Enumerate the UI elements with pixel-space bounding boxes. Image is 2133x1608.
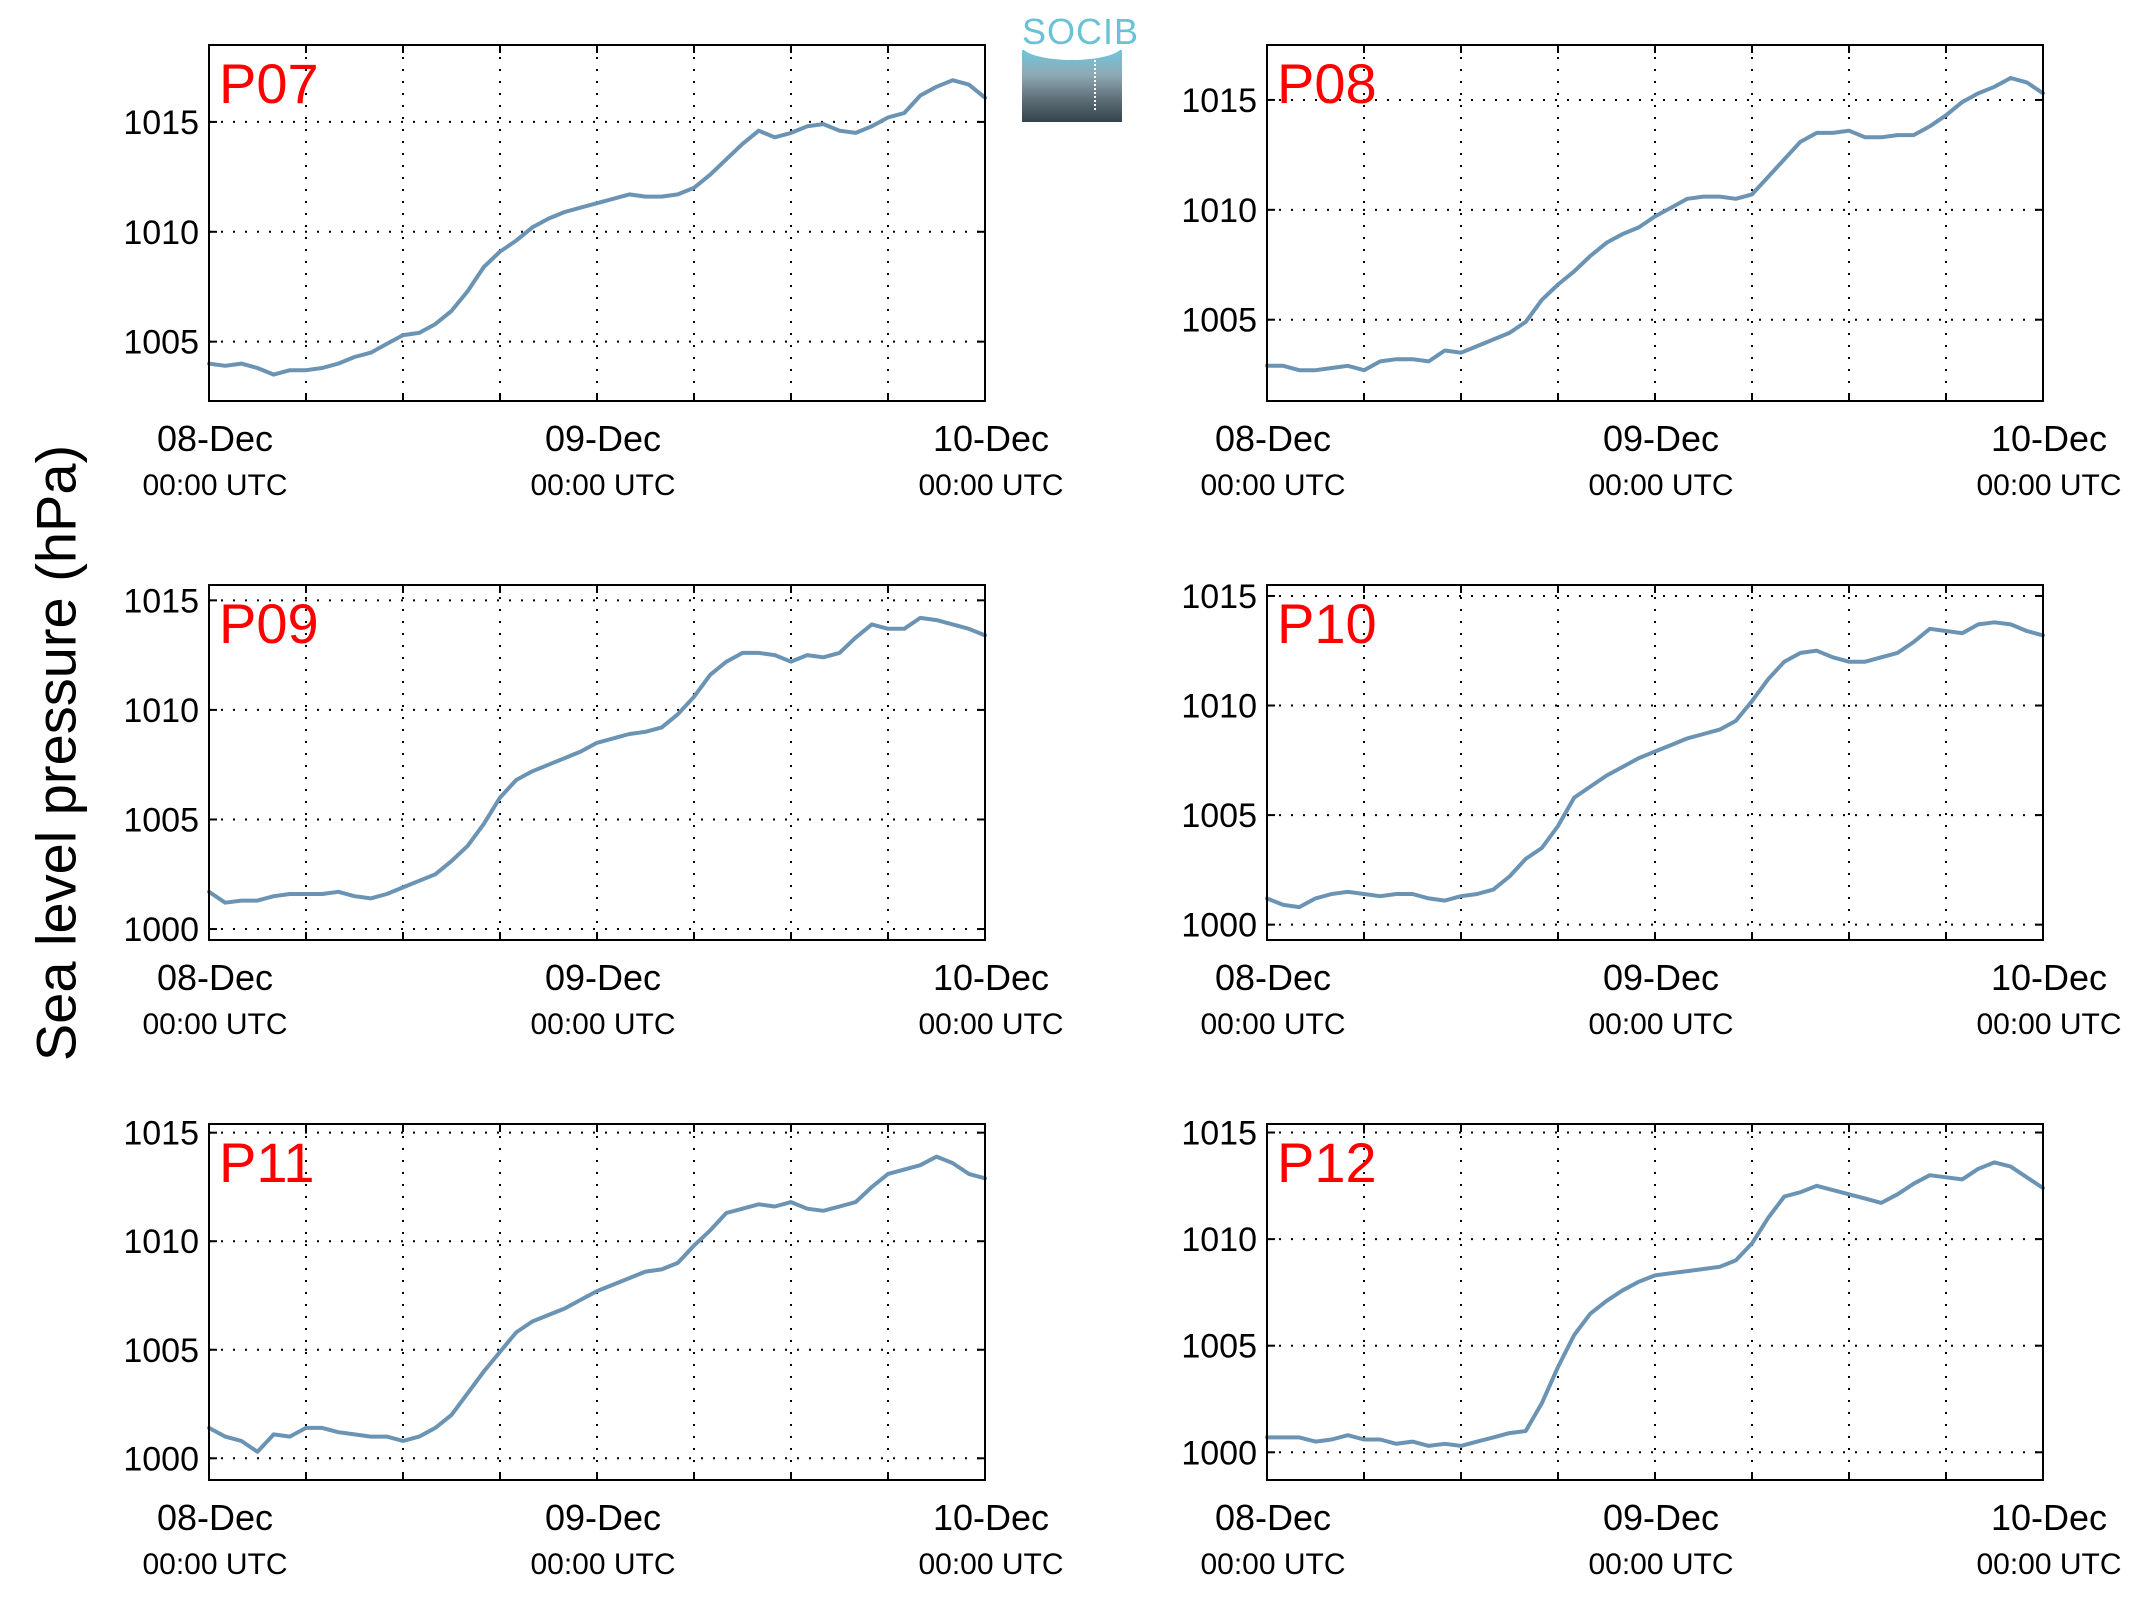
- x-tick-sublabel: 00:00 UTC: [530, 1008, 675, 1041]
- y-tick-label: 1010: [123, 1223, 199, 1261]
- x-tick-sublabel: 00:00 UTC: [142, 469, 287, 502]
- x-tick-label: 10-Dec: [1991, 1497, 2107, 1538]
- logo-emblem: [1022, 50, 1122, 122]
- x-tick-label: 10-Dec: [1991, 418, 2107, 459]
- plot-frame: [1266, 584, 2044, 941]
- x-tick-label: 10-Dec: [933, 1497, 1049, 1538]
- x-tick-label: 10-Dec: [1991, 957, 2107, 998]
- x-tick-sublabel: 00:00 UTC: [1200, 1008, 1345, 1041]
- x-tick-label: 08-Dec: [1215, 418, 1331, 459]
- y-tick-label: 1005: [123, 1332, 199, 1370]
- panel-label: P10: [1277, 592, 1377, 655]
- pressure-series-line: [1265, 1160, 2045, 1448]
- y-tick-label: 1005: [123, 324, 199, 362]
- x-tick-sublabel: 00:00 UTC: [1588, 1548, 1733, 1581]
- y-tick-label: 1015: [123, 104, 199, 142]
- y-tick-label: 1010: [1181, 192, 1257, 230]
- y-tick-label: 1010: [1181, 1221, 1257, 1259]
- x-tick-sublabel: 00:00 UTC: [918, 469, 1063, 502]
- x-tick-label: 08-Dec: [1215, 957, 1331, 998]
- y-tick-label: 1010: [123, 692, 199, 730]
- y-tick-label: 1015: [123, 582, 199, 620]
- x-tick-label: 09-Dec: [545, 418, 661, 459]
- x-tick-label: 10-Dec: [933, 957, 1049, 998]
- panel-label: P07: [219, 52, 319, 115]
- y-tick-label: 1005: [1181, 797, 1257, 835]
- y-tick-label: 1010: [1181, 688, 1257, 726]
- x-tick-label: 09-Dec: [545, 1497, 661, 1538]
- plot-frame: [1266, 1123, 2044, 1481]
- pressure-series-line: [1265, 76, 2045, 373]
- y-tick-label: 1005: [1181, 302, 1257, 340]
- logo-text: SOCIB: [1022, 11, 1140, 52]
- y-tick-label: 1015: [1181, 578, 1257, 616]
- y-tick-label: 1000: [123, 1440, 199, 1478]
- panel-label: P12: [1277, 1131, 1377, 1194]
- plot-frame: [208, 584, 986, 941]
- x-tick-sublabel: 00:00 UTC: [530, 469, 675, 502]
- x-tick-sublabel: 00:00 UTC: [1200, 1548, 1345, 1581]
- x-tick-sublabel: 00:00 UTC: [142, 1548, 287, 1581]
- pressure-series-line: [207, 78, 987, 377]
- x-tick-sublabel: 00:00 UTC: [1200, 469, 1345, 502]
- x-tick-sublabel: 00:00 UTC: [142, 1008, 287, 1041]
- x-tick-sublabel: 00:00 UTC: [918, 1008, 1063, 1041]
- y-tick-label: 1015: [1181, 82, 1257, 120]
- pressure-series-line: [207, 615, 987, 905]
- plot-frame: [1266, 44, 2044, 402]
- y-tick-label: 1000: [1181, 1434, 1257, 1472]
- x-tick-label: 08-Dec: [157, 957, 273, 998]
- y-tick-label: 1015: [123, 1115, 199, 1153]
- x-tick-label: 09-Dec: [545, 957, 661, 998]
- x-tick-label: 10-Dec: [933, 418, 1049, 459]
- x-tick-sublabel: 00:00 UTC: [918, 1548, 1063, 1581]
- plot-frame: [208, 44, 986, 402]
- x-tick-sublabel: 00:00 UTC: [1976, 469, 2121, 502]
- x-tick-label: 09-Dec: [1603, 418, 1719, 459]
- x-tick-sublabel: 00:00 UTC: [1588, 469, 1733, 502]
- socib-logo: SOCIB: [1022, 11, 1140, 122]
- x-tick-label: 09-Dec: [1603, 1497, 1719, 1538]
- x-tick-label: 08-Dec: [157, 418, 273, 459]
- pressure-series-line: [207, 1154, 987, 1454]
- x-tick-sublabel: 00:00 UTC: [1976, 1548, 2121, 1581]
- x-tick-sublabel: 00:00 UTC: [1588, 1008, 1733, 1041]
- y-tick-label: 1000: [1181, 907, 1257, 945]
- x-tick-sublabel: 00:00 UTC: [1976, 1008, 2121, 1041]
- y-tick-label: 1005: [1181, 1328, 1257, 1366]
- plot-frame: [208, 1123, 986, 1481]
- pressure-series-line: [1265, 620, 2045, 910]
- x-tick-sublabel: 00:00 UTC: [530, 1548, 675, 1581]
- x-tick-label: 09-Dec: [1603, 957, 1719, 998]
- y-tick-label: 1010: [123, 214, 199, 252]
- y-tick-label: 1005: [123, 801, 199, 839]
- panel-label: P09: [219, 592, 319, 655]
- x-tick-label: 08-Dec: [1215, 1497, 1331, 1538]
- x-tick-label: 08-Dec: [157, 1497, 273, 1538]
- y-tick-label: 1000: [123, 911, 199, 949]
- y-tick-label: 1015: [1181, 1115, 1257, 1153]
- logo-wave-icon: [1022, 46, 1122, 60]
- panel-label: P08: [1277, 52, 1377, 115]
- panel-label: P11: [219, 1131, 314, 1194]
